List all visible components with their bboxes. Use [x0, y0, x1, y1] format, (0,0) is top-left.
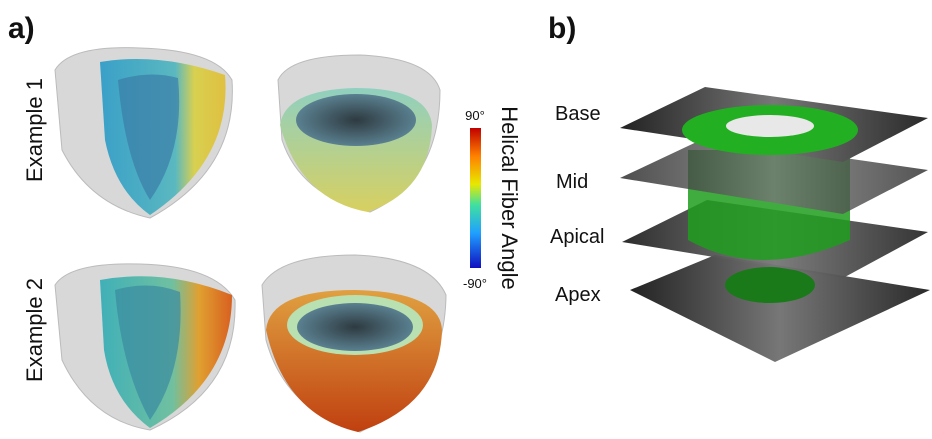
colorbar: [470, 128, 481, 268]
row-label: Example 2: [22, 278, 47, 382]
panel-label: a): [8, 12, 35, 45]
row-label: Example 1: [22, 78, 47, 182]
mri-stack: [620, 87, 930, 362]
slice-label: Mid: [556, 171, 588, 193]
colorbar-title: Helical Fiber Angle: [497, 106, 522, 289]
heart-render: [278, 55, 440, 212]
colorbar-min: -90°: [463, 276, 487, 291]
colorbar-max: 90°: [465, 108, 485, 123]
slice-label: Apical: [550, 226, 604, 248]
heart-render: [55, 48, 232, 218]
heart-render: [55, 264, 235, 430]
figure: a) b) Example 1 Example 2 90° -90° Helic…: [0, 0, 932, 439]
slice-label: Base: [555, 103, 601, 125]
heart-render: [262, 255, 446, 432]
slice-label: Apex: [555, 284, 601, 306]
panel-label: b): [548, 12, 576, 45]
